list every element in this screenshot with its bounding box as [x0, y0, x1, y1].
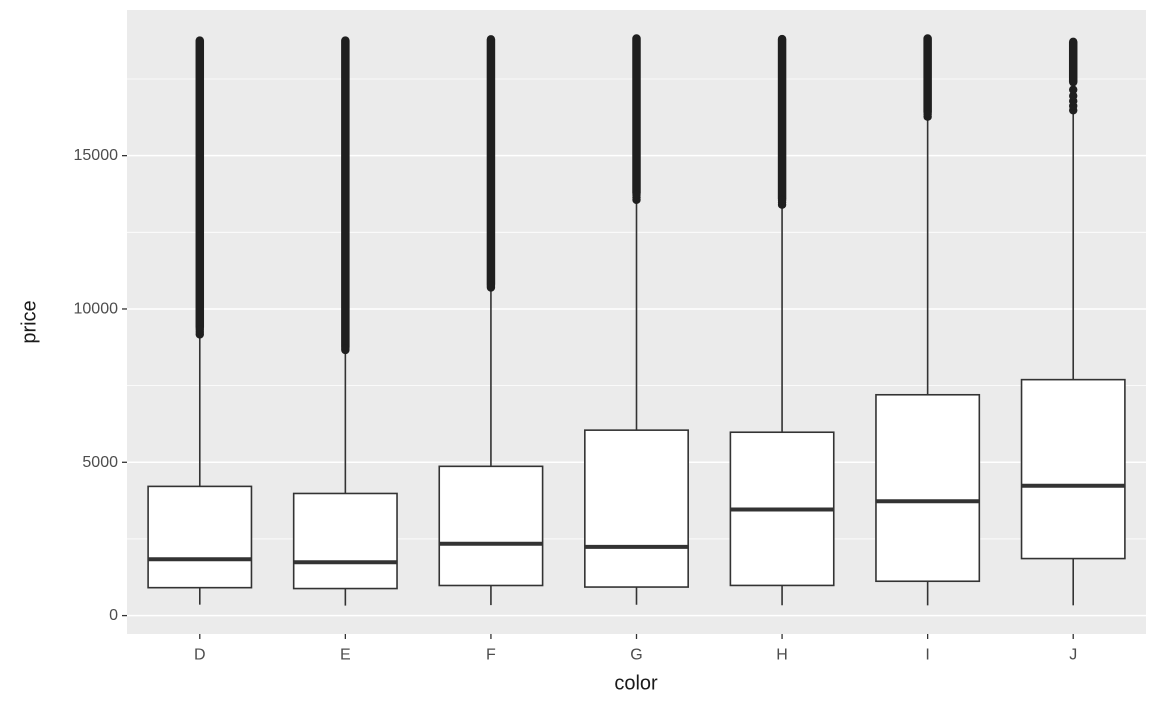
- boxplot-I: [875, 34, 981, 606]
- x-axis-title: color: [614, 672, 658, 695]
- x-axis: D E F G H I J: [194, 634, 1077, 664]
- box-iqr: [438, 465, 544, 587]
- boxplot-G: [584, 34, 689, 605]
- boxplot-F: [438, 35, 544, 606]
- y-tick-label: 10000: [74, 300, 119, 317]
- boxplot-D: [147, 36, 253, 605]
- boxplot-H: [729, 34, 835, 606]
- outlier-point: [632, 190, 641, 200]
- outlier-point: [1069, 85, 1078, 94]
- y-tick-label: 15000: [74, 147, 119, 164]
- x-tick-label: H: [776, 647, 788, 664]
- x-tick-label: E: [340, 647, 351, 664]
- box-iqr: [147, 485, 253, 589]
- y-tick-label: 5000: [82, 454, 118, 471]
- x-tick-label: D: [194, 647, 206, 664]
- outlier-point: [923, 110, 932, 119]
- box-iqr: [875, 393, 981, 583]
- y-axis-title: price: [18, 300, 41, 344]
- y-tick-label: 0: [109, 607, 118, 624]
- outlier-point: [486, 281, 496, 291]
- boxplot-E: [292, 36, 398, 606]
- x-tick-label: J: [1069, 647, 1077, 664]
- box-iqr: [292, 492, 398, 590]
- y-axis: 0 5000 10000 15000: [74, 147, 127, 624]
- outlier-point: [1069, 91, 1078, 101]
- x-tick-label: I: [925, 647, 929, 664]
- box-iqr: [1020, 378, 1126, 560]
- outlier-point: [195, 325, 204, 334]
- outlier-point: [777, 195, 787, 205]
- box-iqr: [584, 429, 689, 588]
- x-tick-label: F: [486, 647, 496, 664]
- x-tick-label: G: [630, 647, 642, 664]
- outlier-point: [341, 344, 350, 354]
- boxplot-J: [1020, 37, 1126, 606]
